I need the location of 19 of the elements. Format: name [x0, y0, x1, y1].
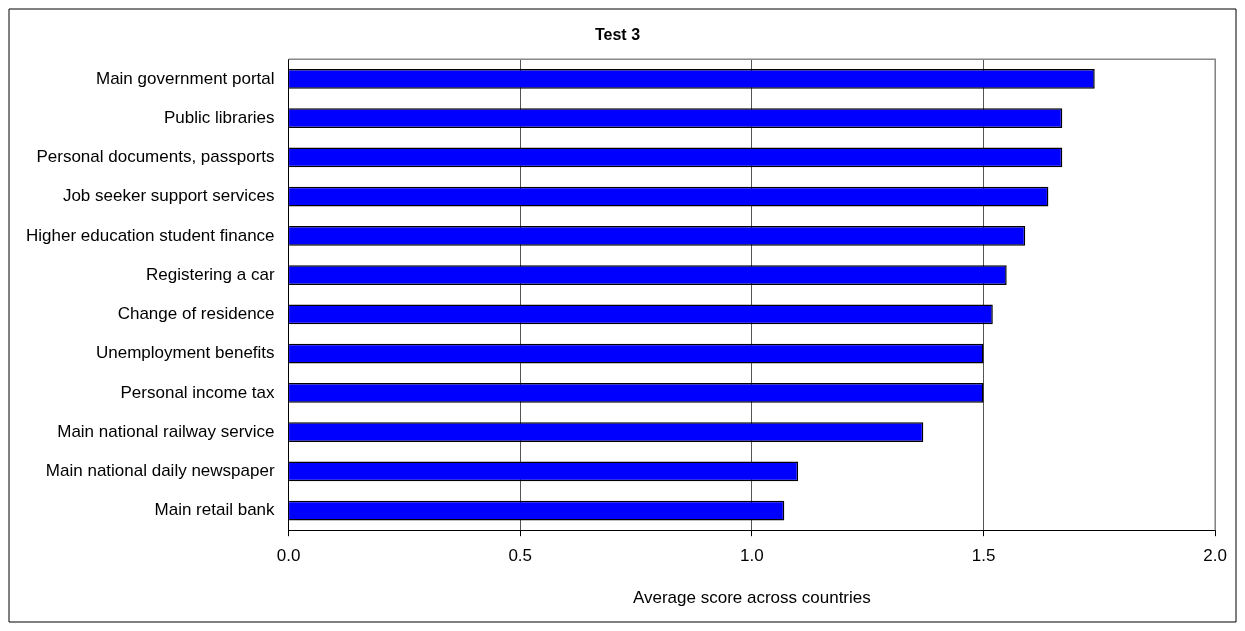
x-tick-label: 1.5 — [971, 546, 996, 566]
y-tick-label: Change of residence — [117, 304, 275, 324]
x-tick-label: 1.0 — [740, 546, 764, 566]
y-tick-label: Main government portal — [95, 68, 275, 88]
y-tick-label: Main national railway service — [57, 421, 275, 441]
y-tick-label: Registering a car — [146, 264, 275, 284]
x-tick-label: 0.0 — [276, 546, 301, 566]
y-tick-label: Higher education student finance — [26, 225, 275, 245]
y-tick-label: Main retail bank — [154, 500, 276, 520]
y-tick-label: Personal income tax — [120, 382, 276, 402]
chart-title: Test 3 — [594, 26, 641, 44]
x-axis-title: Average score across countries — [632, 588, 871, 608]
x-tick-label: 0.5 — [508, 546, 533, 566]
x-tick-label: 2.0 — [1203, 546, 1227, 566]
y-tick-label: Job seeker support services — [62, 186, 275, 206]
y-tick-label: Public libraries — [164, 107, 275, 127]
y-tick-label: Unemployment benefits — [95, 343, 275, 363]
y-tick-label: Personal documents, passports — [36, 147, 275, 167]
y-tick-label: Main national daily newspaper — [45, 461, 275, 481]
